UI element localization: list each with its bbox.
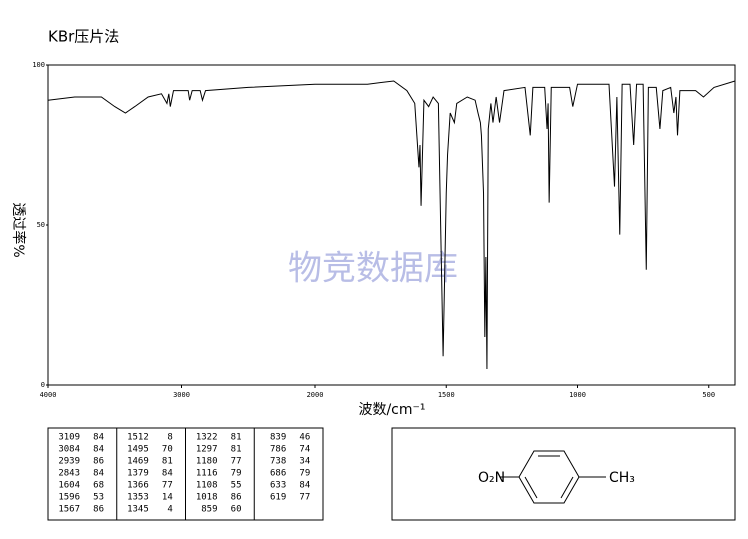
peak-wavenumber: 1108: [196, 481, 218, 491]
peak-wavenumber: 859: [201, 505, 217, 515]
x-tick-label: 2000: [307, 391, 324, 399]
benzene-ring: [500, 450, 606, 504]
peak-wavenumber: 2843: [58, 469, 80, 479]
y-tick-label: 100: [32, 61, 45, 69]
peak-wavenumber: 1596: [58, 493, 80, 503]
peak-wavenumber: 1567: [58, 505, 80, 515]
peak-transmittance: 84: [93, 445, 104, 455]
peak-wavenumber: 1604: [58, 481, 80, 491]
y-tick-label: 0: [41, 381, 45, 389]
peak-transmittance: 34: [299, 457, 310, 467]
peak-transmittance: 81: [231, 445, 242, 455]
peak-transmittance: 74: [299, 445, 310, 455]
peak-transmittance: 79: [231, 469, 242, 479]
peak-transmittance: 68: [93, 481, 104, 491]
peak-wavenumber: 786: [270, 445, 286, 455]
methyl-group: CH₃: [609, 470, 635, 486]
peak-wavenumber: 3084: [58, 445, 80, 455]
peak-wavenumber: 1469: [127, 457, 149, 467]
peak-wavenumber: 1353: [127, 493, 149, 503]
peak-wavenumber: 619: [270, 493, 286, 503]
x-tick-label: 3000: [173, 391, 190, 399]
peak-transmittance: 4: [167, 505, 172, 515]
peak-transmittance: 84: [162, 469, 173, 479]
peak-transmittance: 60: [231, 505, 242, 515]
peak-transmittance: 81: [162, 457, 173, 467]
peak-transmittance: 79: [299, 469, 310, 479]
peak-transmittance: 70: [162, 445, 173, 455]
peak-wavenumber: 1116: [196, 469, 218, 479]
peak-wavenumber: 3109: [58, 433, 80, 443]
chart-title: KBr压片法: [48, 28, 119, 46]
watermark: 物竞数据库: [288, 249, 458, 289]
peak-transmittance: 46: [299, 433, 310, 443]
y-tick-label: 50: [37, 221, 45, 229]
peak-transmittance: 81: [231, 433, 242, 443]
peak-transmittance: 84: [93, 469, 104, 479]
peak-wavenumber: 1379: [127, 469, 149, 479]
peak-transmittance: 77: [299, 493, 310, 503]
peak-transmittance: 86: [231, 493, 242, 503]
peak-wavenumber: 1345: [127, 505, 149, 515]
peak-wavenumber: 738: [270, 457, 286, 467]
peak-wavenumber: 1180: [196, 457, 218, 467]
x-tick-label: 1500: [438, 391, 455, 399]
x-tick-label: 500: [702, 391, 715, 399]
peak-transmittance: 84: [299, 481, 310, 491]
peak-transmittance: 86: [93, 505, 104, 515]
peak-wavenumber: 2939: [58, 457, 80, 467]
peak-wavenumber: 1366: [127, 481, 149, 491]
structure-frame: [391, 427, 736, 521]
x-tick-label: 1000: [569, 391, 586, 399]
peak-transmittance: 55: [231, 481, 242, 491]
peak-transmittance: 8: [167, 433, 172, 443]
peak-wavenumber: 1512: [127, 433, 149, 443]
peak-wavenumber: 686: [270, 469, 286, 479]
peak-transmittance: 77: [162, 481, 173, 491]
x-axis-label: 波数/cm⁻¹: [358, 402, 425, 418]
peak-transmittance: 77: [231, 457, 242, 467]
peak-wavenumber: 1018: [196, 493, 218, 503]
peak-wavenumber: 1297: [196, 445, 218, 455]
spectrum-line: [47, 80, 736, 370]
peak-transmittance: 84: [93, 433, 104, 443]
peak-transmittance: 14: [162, 493, 173, 503]
peak-transmittance: 53: [93, 493, 104, 503]
nitro-group: O₂N: [478, 470, 505, 486]
peak-wavenumber: 633: [270, 481, 286, 491]
peak-transmittance: 86: [93, 457, 104, 467]
peak-wavenumber: 839: [270, 433, 286, 443]
x-tick-label: 4000: [40, 391, 57, 399]
peak-wavenumber: 1322: [196, 433, 218, 443]
y-axis-label: 透过率%: [10, 202, 27, 257]
peak-wavenumber: 1495: [127, 445, 149, 455]
